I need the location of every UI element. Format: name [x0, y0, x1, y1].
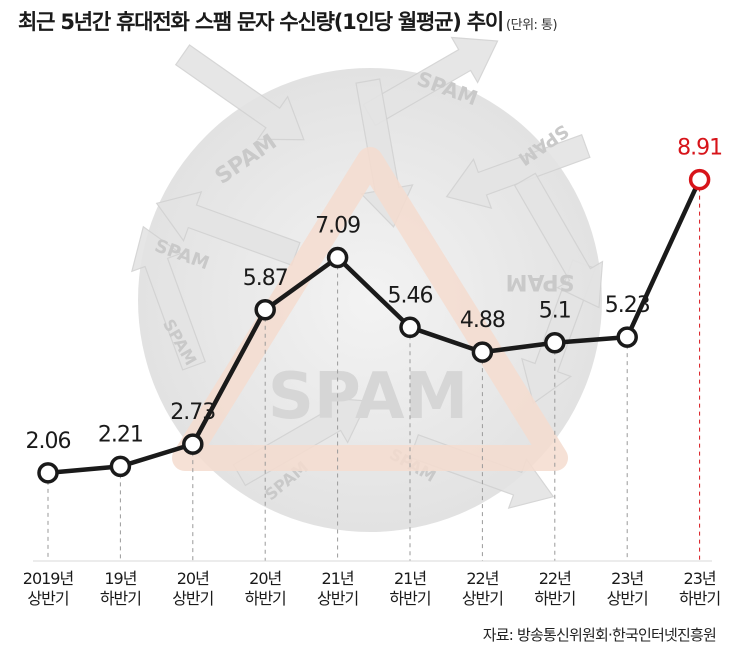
data-point [471, 341, 494, 363]
source-note: 자료: 방송통신위원회·한국인터넷진흥원 [482, 626, 717, 644]
x-tick-label: 21년 [322, 569, 354, 588]
data-point [688, 168, 711, 191]
unit-label: (단위: 통) [506, 18, 558, 33]
data-point [399, 316, 421, 339]
background-arrow-shape [131, 225, 206, 371]
data-points [37, 168, 711, 484]
x-tick-label: 23년 [611, 569, 643, 588]
data-point [37, 462, 59, 484]
x-tick-label: 21년 [394, 569, 426, 588]
background-spam-word: SPAM [506, 269, 575, 294]
x-tick-label: 20년 [249, 569, 281, 588]
x-tick-label: 하반기 [245, 589, 286, 608]
data-label: 2.73 [170, 400, 215, 425]
x-tick-label: 하반기 [389, 589, 430, 608]
chart-title-text: 최근 5년간 휴대전화 스팸 문자 수신량(1인당 월평균) 추이 [18, 10, 504, 34]
data-label: 7.09 [315, 214, 360, 239]
background-arrow-shape [174, 44, 305, 141]
background-spam-word-large: SPAM [268, 360, 468, 434]
background-arrow-shape [155, 191, 301, 266]
x-tick-label: 23년 [684, 569, 716, 588]
x-tick-label: 상반기 [607, 589, 648, 608]
x-tick-label: 상반기 [462, 589, 503, 608]
x-tick-label: 19년 [104, 569, 136, 588]
x-guide-lines [47, 179, 701, 561]
x-tick-label: 하반기 [679, 589, 720, 608]
x-tick-label: 22년 [466, 569, 498, 588]
data-point [544, 331, 566, 354]
data-label: 5.46 [388, 283, 433, 308]
data-label: 8.91 [677, 136, 722, 161]
x-tick-label: 상반기 [172, 589, 213, 608]
data-point [616, 326, 638, 348]
x-tick-labels: 2019년상반기19년하반기20년상반기20년하반기21년상반기21년하반기22… [23, 569, 721, 608]
data-label: 4.88 [460, 308, 505, 333]
warning-triangle-shape [172, 147, 568, 471]
x-tick-label: 22년 [539, 569, 571, 588]
data-point [182, 433, 204, 455]
data-labels: 2.06 2.21 2.73 5.87 7.09 5.46 4.88 5.1 5.23 8.91 [26, 136, 724, 454]
chart-title: 최근 5년간 휴대전화 스팸 문자 수신량(1인당 월평균) 추이 (단위: 통) [18, 6, 558, 36]
data-label: 5.1 [539, 299, 571, 324]
data-point [254, 299, 276, 321]
x-tick-label: 상반기 [27, 589, 68, 608]
background-arrow-shape [445, 134, 591, 209]
x-tick-label: 상반기 [317, 589, 358, 608]
x-tick-label: 20년 [177, 569, 209, 588]
x-tick-label: 하반기 [534, 589, 575, 608]
data-point [109, 455, 132, 478]
data-label: 5.23 [605, 293, 650, 318]
series-line [47, 178, 702, 476]
data-label: 5.87 [243, 266, 288, 291]
background-arrow-shape [362, 36, 499, 127]
data-label: 2.21 [98, 422, 143, 447]
background-arrow-shape [513, 172, 604, 309]
x-tick-label: 하반기 [100, 589, 141, 608]
x-tick-label: 2019년 [23, 569, 74, 588]
data-point [326, 246, 349, 269]
data-label: 2.06 [26, 429, 71, 454]
